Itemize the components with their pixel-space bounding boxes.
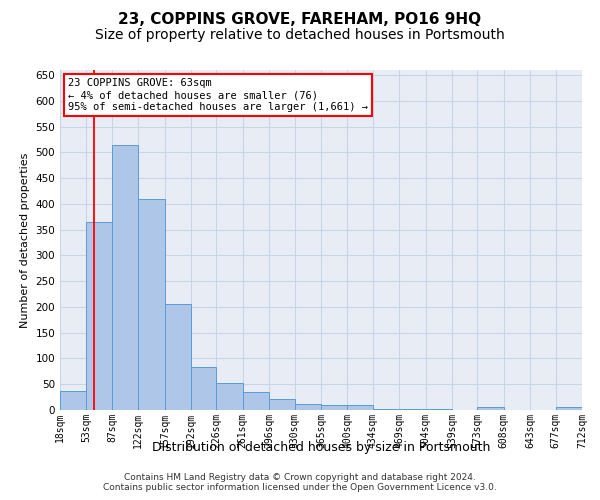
Bar (347, 406, 373, 410)
Bar (269, 398, 295, 410)
Text: Distribution of detached houses by size in Portsmouth: Distribution of detached houses by size … (152, 441, 490, 454)
Bar (478, 408, 504, 410)
Text: 23, COPPINS GROVE, FAREHAM, PO16 9HQ: 23, COPPINS GROVE, FAREHAM, PO16 9HQ (118, 12, 482, 28)
Text: 23 COPPINS GROVE: 63sqm
← 4% of detached houses are smaller (76)
95% of semi-det: 23 COPPINS GROVE: 63sqm ← 4% of detached… (68, 78, 368, 112)
Bar (60, 391, 86, 410)
Text: Contains public sector information licensed under the Open Government Licence v3: Contains public sector information licen… (103, 484, 497, 492)
Bar (217, 383, 243, 410)
Bar (164, 304, 191, 410)
Bar (138, 199, 164, 410)
Y-axis label: Number of detached properties: Number of detached properties (20, 152, 30, 328)
Bar (191, 367, 217, 410)
Bar (112, 144, 138, 410)
Bar (243, 392, 269, 410)
Text: Contains HM Land Registry data © Crown copyright and database right 2024.: Contains HM Land Registry data © Crown c… (124, 472, 476, 482)
Bar (556, 408, 582, 410)
Bar (321, 406, 347, 410)
Text: Size of property relative to detached houses in Portsmouth: Size of property relative to detached ho… (95, 28, 505, 42)
Bar (86, 222, 112, 410)
Bar (295, 404, 321, 410)
